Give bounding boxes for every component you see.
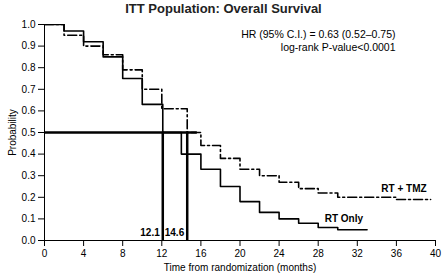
svg-text:0.0: 0.0 [22, 235, 36, 246]
svg-text:12: 12 [156, 248, 168, 259]
svg-text:0.4: 0.4 [22, 148, 36, 159]
svg-text:0.6: 0.6 [22, 105, 36, 116]
svg-text:28: 28 [313, 248, 325, 259]
svg-text:0.7: 0.7 [22, 84, 36, 95]
svg-text:0.5: 0.5 [22, 127, 36, 138]
svg-text:0.3: 0.3 [22, 170, 36, 181]
svg-text:40: 40 [430, 248, 442, 259]
svg-text:0.9: 0.9 [22, 40, 36, 51]
html-text:ITT Population: Overall Surviv: ITT Population: Overall Survival [125, 1, 322, 16]
svg-text:Probability: Probability [7, 109, 18, 156]
svg-text:0.1: 0.1 [22, 213, 36, 224]
svg-text:log-rank P-value<0.0001: log-rank P-value<0.0001 [281, 41, 396, 53]
svg-text:32: 32 [352, 248, 364, 259]
svg-text:0: 0 [42, 248, 48, 259]
svg-text:20: 20 [234, 248, 246, 259]
svg-text:Time from randomization (month: Time from randomization (months) [164, 262, 316, 273]
svg-text:HR (95% C.I.) = 0.63 (0.52–0.7: HR (95% C.I.) = 0.63 (0.52–0.75) [241, 28, 395, 40]
svg-text:8: 8 [120, 248, 126, 259]
svg-text:RT + TMZ: RT + TMZ [381, 183, 426, 194]
svg-text:24: 24 [274, 248, 286, 259]
svg-text:0.8: 0.8 [22, 62, 36, 73]
svg-text:36: 36 [391, 248, 403, 259]
svg-text:12.1: 12.1 [140, 227, 160, 238]
svg-text:0.2: 0.2 [22, 192, 36, 203]
svg-text:1.0: 1.0 [22, 19, 36, 30]
svg-text:16: 16 [195, 248, 207, 259]
svg-text:14.6: 14.6 [165, 227, 185, 238]
svg-text:RT Only: RT Only [325, 213, 364, 224]
svg-text:4: 4 [81, 248, 87, 259]
